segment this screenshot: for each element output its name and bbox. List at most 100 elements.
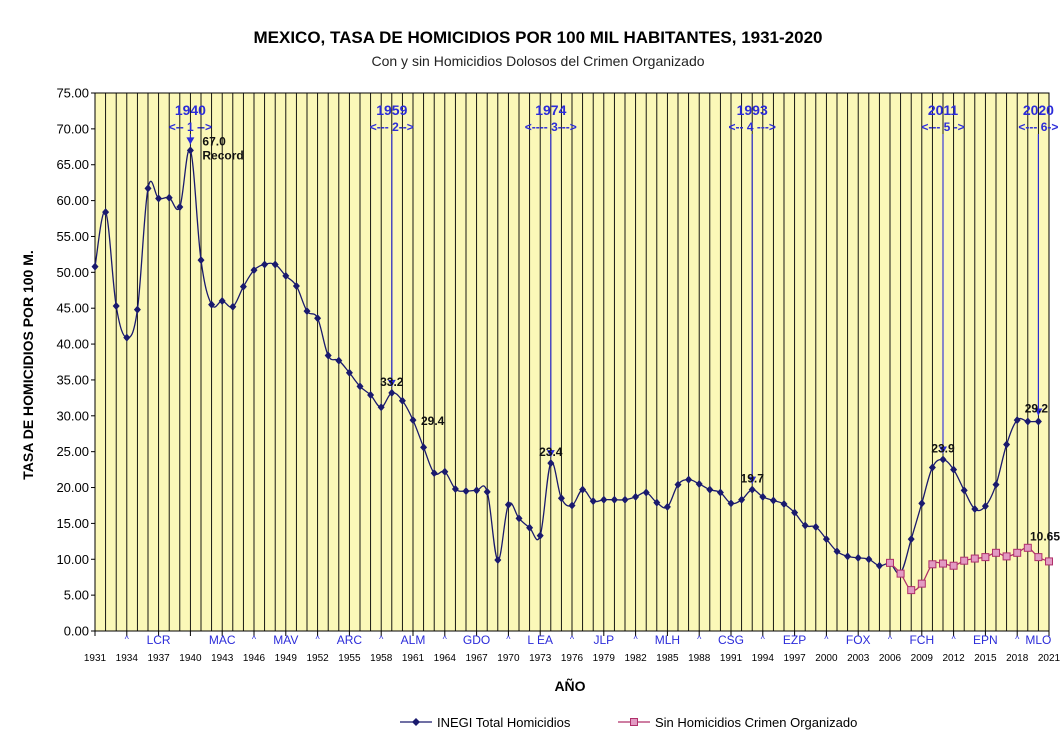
data-label-note: Record (202, 148, 243, 162)
data-point (409, 416, 417, 425)
data-point (674, 480, 682, 489)
data-point (504, 500, 512, 509)
period-span-label: <--- 6-> (1018, 120, 1058, 134)
term-marker: ^ (951, 634, 956, 644)
term-marker: ^ (633, 634, 638, 644)
term-marker: ^ (125, 634, 130, 644)
data-point (791, 508, 799, 517)
period-span-label: <---- 3---> (525, 120, 577, 134)
data-point (589, 497, 597, 506)
y-tick-label: 15.00 (56, 516, 89, 531)
data-point (335, 356, 343, 365)
term-marker: ^ (315, 634, 320, 644)
data-point (706, 485, 714, 494)
president-label: L EA (527, 633, 553, 647)
period-year-label: 2011 (928, 102, 959, 118)
data-point (483, 487, 491, 496)
data-point (1024, 417, 1032, 426)
data-point (1002, 552, 1011, 561)
term-marker: ^ (1015, 634, 1020, 644)
y-tick-label: 30.00 (56, 408, 89, 423)
x-axis-title: AÑO (554, 677, 585, 694)
data-point (91, 262, 99, 271)
data-point (388, 388, 396, 397)
president-label: CSG (718, 633, 744, 647)
y-tick-label: 60.00 (56, 193, 89, 208)
data-point (250, 266, 258, 275)
y-tick-label: 70.00 (56, 121, 89, 136)
data-point (314, 314, 322, 323)
x-tick-label: 1937 (147, 653, 170, 664)
data-point (727, 499, 735, 508)
period-span-label: <--- 2--> (370, 120, 414, 134)
x-axis-ticks: 1931 1934 1937 1940 1943 1946 1949 1952 1955 1958… (84, 631, 1061, 664)
period-year-label: 1993 (737, 102, 768, 118)
data-point (981, 553, 990, 562)
data-point (981, 502, 989, 511)
series-line-sin-crimen (889, 547, 1050, 592)
data-point (356, 382, 364, 391)
x-tick-label: 2021 (1038, 653, 1061, 664)
data-point (896, 569, 905, 578)
legend-label-total: INEGI Total Homicidios (437, 715, 571, 730)
chart-title: MEXICO, TASA DE HOMICIDIOS POR 100 MIL H… (254, 28, 823, 47)
period-annotations: 1940 <-- 1 --> 1959 <--- 2--> 1974 <---- 3---… (169, 102, 1058, 484)
term-marker: ^ (506, 634, 511, 644)
data-point (229, 302, 237, 311)
data-point (568, 501, 576, 510)
term-marker: ^ (252, 634, 257, 644)
period-arrow-head (186, 137, 195, 145)
x-tick-label: 1988 (688, 653, 711, 664)
data-point (261, 260, 269, 269)
data-point (133, 305, 141, 314)
period-year-label: 1959 (376, 102, 407, 118)
data-point (663, 502, 671, 511)
x-tick-label: 1958 (370, 653, 393, 664)
y-tick-label: 75.00 (56, 86, 89, 101)
x-tick-label: 2003 (847, 653, 870, 664)
president-label: GDO (463, 633, 490, 647)
period-arrow-head (939, 446, 947, 454)
data-label: 29.4 (421, 414, 445, 428)
term-marker: ^ (443, 634, 448, 644)
period-span-label: <-- 4 ---> (729, 120, 776, 134)
term-marker: ^ (824, 634, 829, 644)
data-point (716, 488, 724, 497)
x-tick-label: 1931 (84, 653, 107, 664)
legend-marker-sin (630, 718, 638, 726)
data-point (345, 368, 353, 377)
data-point (292, 281, 300, 290)
period-year-label: 2020 (1023, 102, 1054, 118)
y-tick-label: 20.00 (56, 480, 89, 495)
data-point (642, 488, 650, 497)
data-point (822, 535, 830, 544)
y-tick-label: 35.00 (56, 372, 89, 387)
data-point (632, 492, 640, 501)
data-point (907, 535, 915, 544)
y-tick-label: 5.00 (64, 588, 89, 603)
data-point (971, 505, 979, 514)
x-tick-label: 1976 (561, 653, 584, 664)
data-point (1013, 548, 1022, 557)
period-arrow-head (1034, 408, 1043, 416)
president-label: MAC (209, 633, 236, 647)
data-point (1023, 543, 1032, 552)
president-label: MAV (273, 633, 298, 647)
term-marker: ^ (570, 634, 575, 644)
data-point (695, 479, 703, 488)
data-point (1034, 417, 1042, 426)
x-tick-label: 2009 (911, 653, 934, 664)
period-span-label: <-- 1 --> (169, 120, 212, 134)
data-point (1034, 553, 1043, 562)
x-tick-label: 1952 (306, 653, 329, 664)
data-point (748, 485, 756, 494)
x-tick-label: 1985 (656, 653, 679, 664)
legend-marker-total (412, 718, 420, 726)
x-tick-label: 1967 (465, 653, 488, 664)
x-tick-label: 1973 (529, 653, 552, 664)
data-point (992, 480, 1000, 489)
data-point (653, 498, 661, 507)
y-tick-label: 45.00 (56, 301, 89, 316)
x-tick-label: 2012 (942, 653, 965, 664)
